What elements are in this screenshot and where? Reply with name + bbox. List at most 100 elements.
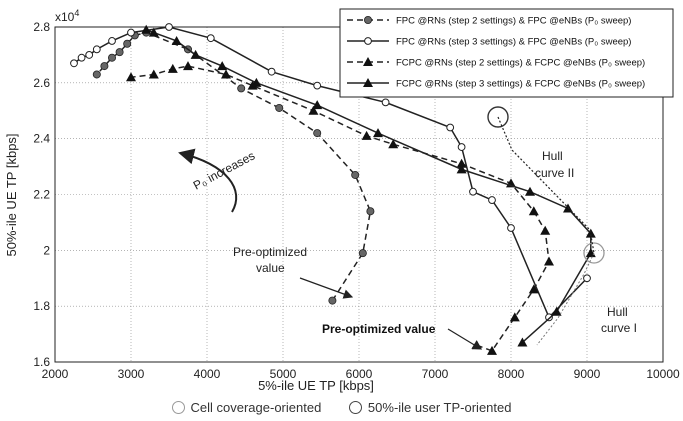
- x-tick-label: 3000: [118, 367, 145, 381]
- open-circle-icon: [348, 401, 362, 414]
- data-point: [126, 72, 136, 82]
- data-point: [171, 35, 182, 45]
- y-tick-label: 2.2: [33, 188, 50, 202]
- data-point: [217, 61, 228, 71]
- data-point: [237, 84, 246, 93]
- chart-area: 2000 3000 4000 5000 6000 7000 8000 9000 10000 1.…: [4, 8, 680, 393]
- data-point: [388, 139, 399, 149]
- data-point: [313, 129, 322, 138]
- data-point: [456, 158, 467, 168]
- data-point: [267, 67, 276, 76]
- bottom-legend-user-tp-label: 50%-ile user TP-oriented: [367, 400, 512, 415]
- data-point: [190, 49, 201, 59]
- legend-label: FPC @RNs (step 2 settings) & FPC @eNBs (…: [396, 16, 631, 27]
- data-point: [517, 337, 528, 347]
- data-point: [141, 24, 152, 34]
- hull-curve-ii-line: [497, 116, 595, 254]
- data-point: [583, 274, 591, 283]
- x-tick-label: 7000: [422, 367, 449, 381]
- x-tick-label: 9000: [574, 367, 601, 381]
- y-tick-label: 2.8: [33, 20, 50, 34]
- pre-optimized-bold-label: Pre-optimized value: [322, 322, 436, 336]
- y-tick-label: 2.4: [33, 132, 50, 146]
- data-point: [528, 206, 539, 216]
- bottom-legend-item-user-tp: 50%-ile user TP-oriented: [348, 400, 512, 415]
- hull-curve-i-line: [536, 252, 595, 346]
- legend-swatch-marker: [363, 57, 373, 66]
- data-point: [123, 39, 132, 48]
- data-point: [487, 345, 497, 355]
- data-point: [525, 186, 535, 196]
- data-point: [469, 187, 477, 196]
- series-4: [141, 24, 596, 347]
- series-3: [126, 61, 554, 355]
- data-point: [77, 53, 86, 62]
- data-point: [312, 100, 323, 110]
- legend-swatch-marker: [364, 37, 372, 45]
- bottom-legend-coverage-label: Cell coverage-oriented: [190, 400, 322, 415]
- hull-curve-i-label-2: curve I: [601, 321, 637, 335]
- p0-increases-label: P₀ increases: [191, 149, 257, 193]
- data-point: [108, 53, 117, 62]
- pre-optimized-arrow-2: [447, 328, 483, 350]
- legend-swatch-marker: [363, 78, 373, 87]
- data-point: [544, 256, 554, 266]
- legend-swatch-marker: [363, 15, 372, 24]
- data-point: [206, 34, 215, 43]
- data-point: [528, 284, 539, 294]
- data-point: [165, 23, 173, 31]
- data-point: [308, 105, 319, 115]
- data-point: [251, 77, 262, 87]
- data-point: [361, 130, 372, 140]
- data-point: [148, 27, 159, 37]
- x-tick-label: 8000: [498, 367, 525, 381]
- highlight-circle-user-tp: [487, 106, 509, 128]
- x-tick-label: 4000: [194, 367, 221, 381]
- bottom-legend-item-coverage: Cell coverage-oriented: [171, 400, 322, 415]
- data-point: [540, 225, 551, 235]
- x-tick-label: 6000: [346, 367, 373, 381]
- hull-curve-ii-label-1: Hull: [542, 149, 563, 163]
- data-point: [446, 123, 455, 132]
- x-axis-ticks: 2000 3000 4000 5000 6000 7000 8000 9000 10000: [42, 367, 680, 381]
- data-point: [457, 143, 466, 151]
- y-tick-label: 1.8: [33, 299, 50, 313]
- y-multiplier: x104: [55, 8, 79, 24]
- data-point: [328, 296, 337, 305]
- y-axis-ticks: 1.6 1.8 2 2.2 2.4 2.6 2.8: [33, 20, 50, 369]
- data-point: [115, 48, 124, 57]
- p0-increase-arrow: [178, 148, 238, 213]
- x-tick-label: 5000: [270, 367, 297, 381]
- highlight-circle-coverage: [583, 242, 605, 264]
- x-axis-label: 5%-ile UE TP [kbps]: [258, 378, 374, 393]
- data-point: [313, 81, 322, 90]
- data-point: [456, 164, 467, 174]
- series-2: [70, 23, 591, 322]
- y-tick-label: 1.6: [33, 355, 50, 369]
- data-point: [275, 103, 284, 112]
- hull-curve-i-label-1: Hull: [607, 305, 628, 319]
- legend: FPC @RNs (step 2 settings) & FPC @eNBs (…: [339, 8, 674, 98]
- pre-optimized-label-2: value: [256, 261, 285, 275]
- legend-label: FCPC @RNs (step 3 settings) & FCPC @eNBs…: [396, 79, 645, 90]
- x-tick-label: 10000: [646, 367, 680, 381]
- series-line-3: [130, 65, 550, 352]
- data-point: [92, 45, 101, 54]
- data-point: [585, 228, 596, 238]
- bottom-legend: Cell coverage-oriented 50%-ile user TP-o…: [0, 400, 683, 415]
- data-point: [167, 63, 178, 73]
- data-point: [551, 306, 562, 316]
- pre-optimized-arrow-1: [299, 277, 354, 299]
- data-point: [85, 51, 94, 59]
- data-point: [183, 61, 193, 71]
- data-point: [373, 128, 383, 138]
- data-point: [381, 98, 390, 107]
- data-point: [545, 313, 553, 322]
- legend-label: FCPC @RNs (step 2 settings) & FCPC @eNBs…: [396, 58, 645, 69]
- legend-frame: [339, 8, 674, 98]
- data-point: [148, 69, 159, 79]
- data-point: [221, 69, 231, 79]
- data-point: [108, 37, 116, 45]
- data-point: [92, 70, 101, 79]
- hull-curve-ii-label-2: curve II: [535, 166, 574, 180]
